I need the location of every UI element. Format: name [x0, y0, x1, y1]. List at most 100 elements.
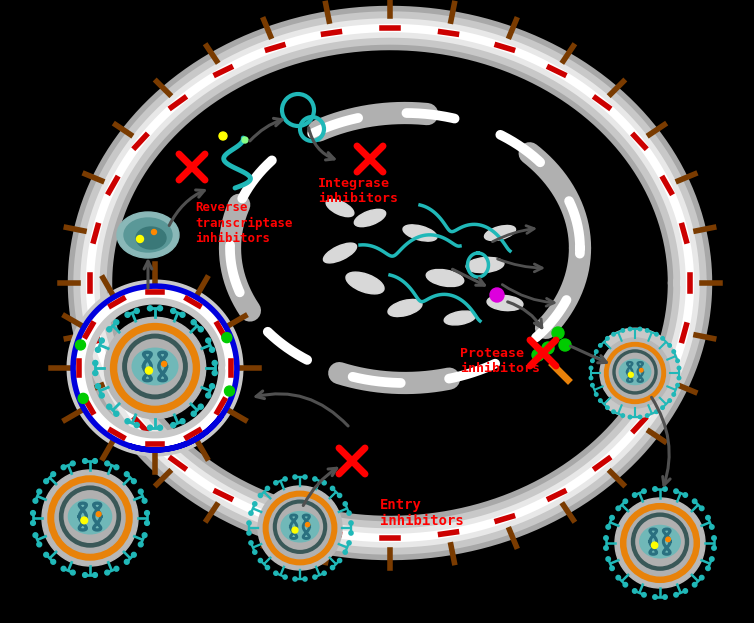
- Circle shape: [96, 347, 100, 353]
- Circle shape: [192, 320, 196, 325]
- Circle shape: [706, 515, 710, 520]
- Circle shape: [100, 338, 104, 343]
- Circle shape: [104, 317, 206, 419]
- Circle shape: [610, 566, 615, 571]
- Ellipse shape: [326, 199, 354, 217]
- Circle shape: [710, 525, 714, 529]
- Circle shape: [274, 571, 278, 575]
- Circle shape: [78, 393, 88, 403]
- Circle shape: [93, 371, 98, 376]
- Ellipse shape: [403, 225, 437, 241]
- Text: Protease
inhibitors: Protease inhibitors: [460, 347, 540, 375]
- Circle shape: [347, 511, 351, 515]
- Circle shape: [676, 384, 679, 387]
- Circle shape: [594, 350, 598, 353]
- Circle shape: [70, 461, 75, 466]
- Circle shape: [627, 510, 693, 576]
- Circle shape: [93, 573, 97, 578]
- Circle shape: [668, 399, 671, 402]
- Circle shape: [31, 511, 35, 515]
- Text: Reverse
transcriptase
inhibitors: Reverse transcriptase inhibitors: [195, 201, 293, 245]
- Circle shape: [616, 576, 621, 580]
- Circle shape: [259, 558, 262, 563]
- Circle shape: [663, 487, 667, 492]
- Circle shape: [710, 557, 714, 561]
- Circle shape: [33, 498, 38, 503]
- Circle shape: [134, 422, 139, 427]
- Circle shape: [146, 367, 152, 374]
- Circle shape: [700, 576, 704, 580]
- Circle shape: [145, 521, 149, 525]
- Ellipse shape: [354, 209, 386, 227]
- Circle shape: [313, 477, 317, 481]
- Circle shape: [611, 333, 615, 336]
- Circle shape: [265, 487, 270, 490]
- Circle shape: [674, 592, 679, 597]
- Circle shape: [198, 404, 204, 409]
- Circle shape: [283, 477, 287, 481]
- Circle shape: [125, 419, 130, 424]
- Circle shape: [589, 366, 593, 369]
- Circle shape: [677, 366, 681, 369]
- Circle shape: [138, 542, 143, 547]
- Circle shape: [114, 465, 119, 470]
- Circle shape: [61, 465, 66, 470]
- Circle shape: [247, 521, 251, 525]
- Circle shape: [131, 479, 136, 483]
- Circle shape: [590, 384, 594, 387]
- Circle shape: [692, 583, 697, 587]
- Circle shape: [654, 333, 658, 336]
- Circle shape: [293, 577, 297, 581]
- Circle shape: [105, 570, 109, 575]
- Circle shape: [303, 577, 307, 581]
- Circle shape: [158, 306, 163, 311]
- Circle shape: [338, 558, 342, 563]
- Circle shape: [683, 589, 688, 593]
- Circle shape: [672, 350, 676, 353]
- Circle shape: [605, 336, 609, 340]
- Circle shape: [138, 489, 143, 494]
- Circle shape: [259, 493, 262, 498]
- Circle shape: [219, 132, 227, 140]
- Circle shape: [124, 559, 129, 564]
- Circle shape: [61, 566, 66, 571]
- Circle shape: [706, 566, 710, 571]
- Circle shape: [170, 422, 176, 427]
- Circle shape: [31, 521, 35, 525]
- Circle shape: [628, 416, 632, 419]
- Circle shape: [347, 541, 351, 545]
- Circle shape: [668, 344, 671, 347]
- Circle shape: [105, 461, 109, 466]
- Circle shape: [663, 595, 667, 599]
- Circle shape: [661, 336, 664, 340]
- Circle shape: [490, 288, 504, 302]
- Ellipse shape: [485, 226, 516, 240]
- Circle shape: [258, 486, 342, 570]
- Ellipse shape: [388, 300, 422, 316]
- Circle shape: [700, 506, 704, 511]
- Circle shape: [51, 559, 56, 564]
- Circle shape: [107, 327, 112, 332]
- Ellipse shape: [124, 218, 172, 252]
- Circle shape: [623, 499, 627, 503]
- Circle shape: [222, 333, 231, 343]
- Circle shape: [206, 338, 211, 343]
- Circle shape: [621, 329, 624, 332]
- Circle shape: [628, 373, 633, 377]
- Circle shape: [97, 511, 101, 516]
- Circle shape: [628, 327, 632, 331]
- Circle shape: [638, 327, 642, 331]
- Ellipse shape: [346, 272, 384, 294]
- Circle shape: [677, 376, 681, 380]
- Circle shape: [349, 521, 353, 525]
- Circle shape: [283, 575, 287, 579]
- Circle shape: [606, 525, 611, 529]
- Circle shape: [322, 571, 326, 575]
- Ellipse shape: [619, 359, 651, 384]
- Circle shape: [93, 459, 97, 464]
- Circle shape: [338, 493, 342, 498]
- Circle shape: [249, 511, 253, 515]
- Circle shape: [83, 573, 87, 578]
- Circle shape: [653, 487, 657, 492]
- Circle shape: [638, 416, 642, 419]
